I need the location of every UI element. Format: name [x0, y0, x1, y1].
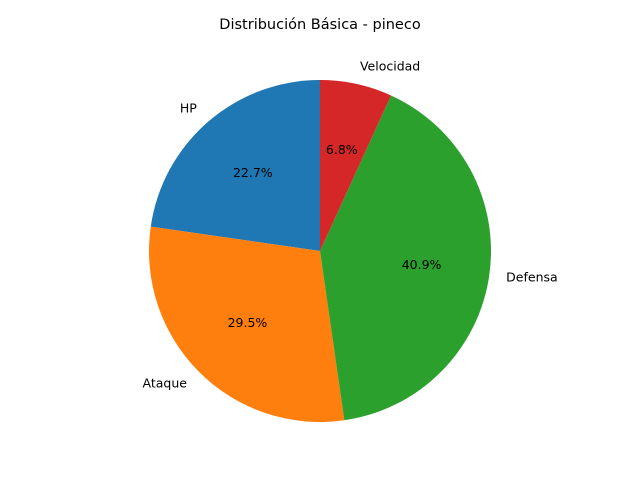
pie-slices: [149, 80, 491, 422]
percent-label-velocidad: 6.8%: [326, 142, 358, 157]
percent-label-defensa: 40.9%: [402, 257, 442, 272]
percent-label-ataque: 29.5%: [228, 315, 268, 330]
slice-label-ataque: Ataque: [143, 376, 188, 391]
pie-slice-defensa: [320, 95, 491, 421]
slice-label-hp: HP: [180, 100, 197, 115]
slice-label-defensa: Defensa: [506, 269, 558, 284]
pie-labels: HP 22.7% Ataque 29.5% Defensa 40.9% Velocidad 6…: [143, 59, 558, 391]
chart-title: Distribución Básica - pineco: [219, 17, 421, 33]
pie-slice-velocidad: [320, 80, 392, 251]
percent-label-hp: 22.7%: [233, 165, 273, 180]
pie-slice-hp: [150, 80, 320, 251]
slice-label-velocidad: Velocidad: [360, 59, 420, 74]
pie-slice-ataque: [149, 226, 345, 422]
